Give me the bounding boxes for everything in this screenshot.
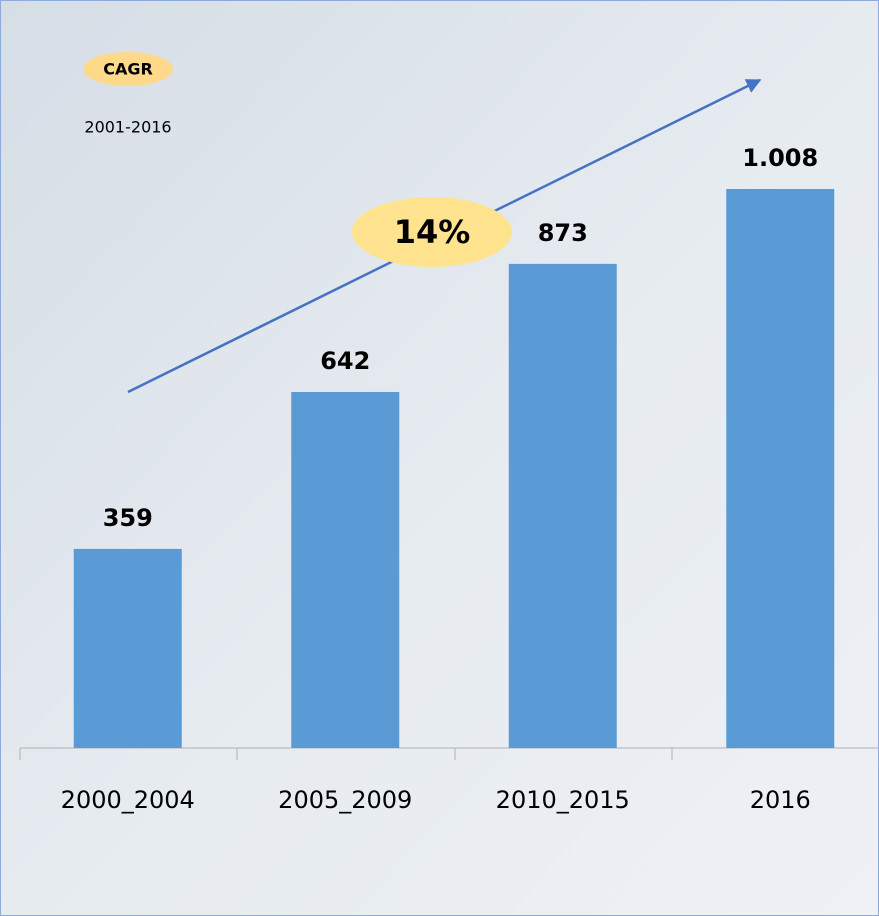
- value-label: 359: [103, 504, 153, 532]
- bar: [508, 263, 617, 748]
- bars: 2000_2004 359 2005_2009 642 2010_2015 873 2016…: [61, 144, 835, 814]
- bar: [291, 391, 400, 748]
- bar: [73, 548, 182, 748]
- x-tick-label: 2016: [750, 786, 811, 814]
- cagr-pill: [83, 52, 173, 86]
- period-label: 2001-2016: [84, 118, 171, 137]
- rate-label: 14%: [394, 213, 471, 251]
- x-tick-label: 2005_2009: [278, 786, 412, 814]
- value-label: 873: [538, 219, 588, 247]
- value-label: 642: [320, 347, 370, 375]
- value-label: 1.008: [742, 144, 818, 172]
- x-tick-label: 2000_2004: [61, 786, 195, 814]
- rate-ellipse: [352, 197, 512, 267]
- bar: [726, 189, 835, 748]
- x-tick-label: 2010_2015: [496, 786, 630, 814]
- cagr-label: CAGR: [103, 60, 153, 79]
- category-dividers: [19, 748, 673, 760]
